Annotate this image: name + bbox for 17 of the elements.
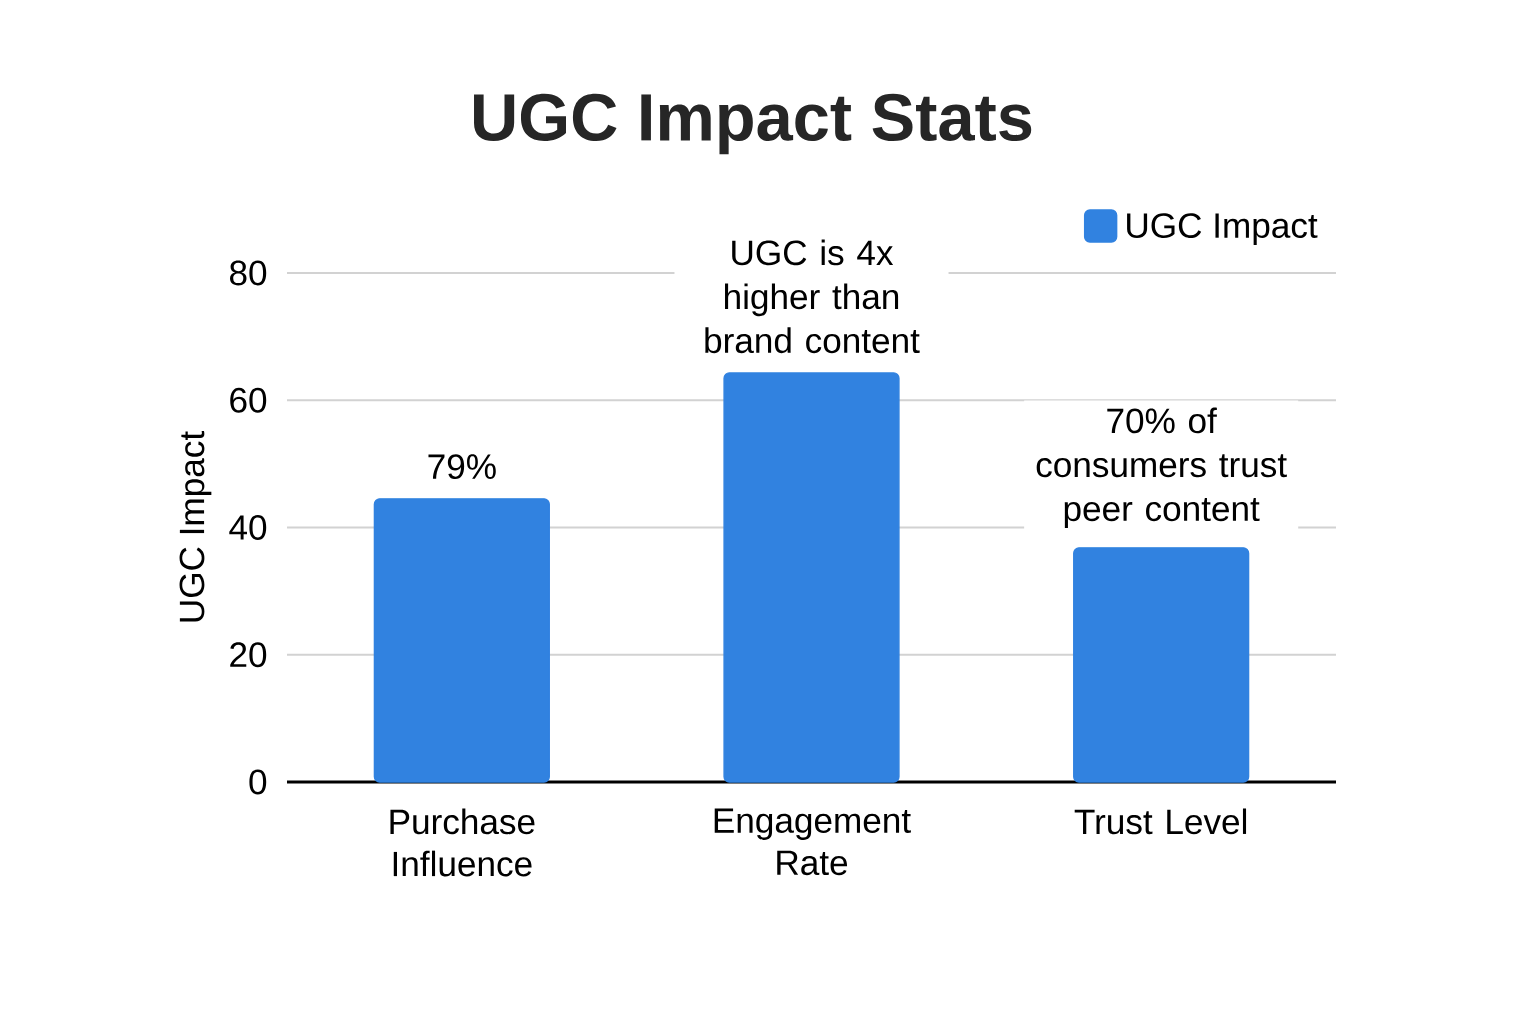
bar <box>373 498 550 783</box>
bar <box>723 372 900 783</box>
annotation: 70% of consumers trust peer content <box>1036 407 1287 529</box>
y-tick-label: 40 <box>229 515 267 540</box>
chart-title: UGC Impact Stats <box>474 93 1032 155</box>
y-tick-label: 60 <box>230 387 267 413</box>
x-tick-label: Purchase Influence <box>390 808 535 877</box>
annotation: UGC is 4x higher than brand content <box>705 239 920 354</box>
y-tick-label: 20 <box>230 642 267 668</box>
x-tick-label: Engagement Rate <box>714 808 911 876</box>
y-axis-title: UGC Impact <box>179 431 212 622</box>
x-tick-label: Trust Level <box>1074 808 1247 835</box>
annotation: 79% <box>428 454 496 480</box>
y-tick-label: 0 <box>249 769 267 795</box>
bar <box>1073 547 1250 783</box>
y-tick-label: 80 <box>230 260 267 286</box>
legend-label: UGC Impact <box>1127 213 1318 245</box>
